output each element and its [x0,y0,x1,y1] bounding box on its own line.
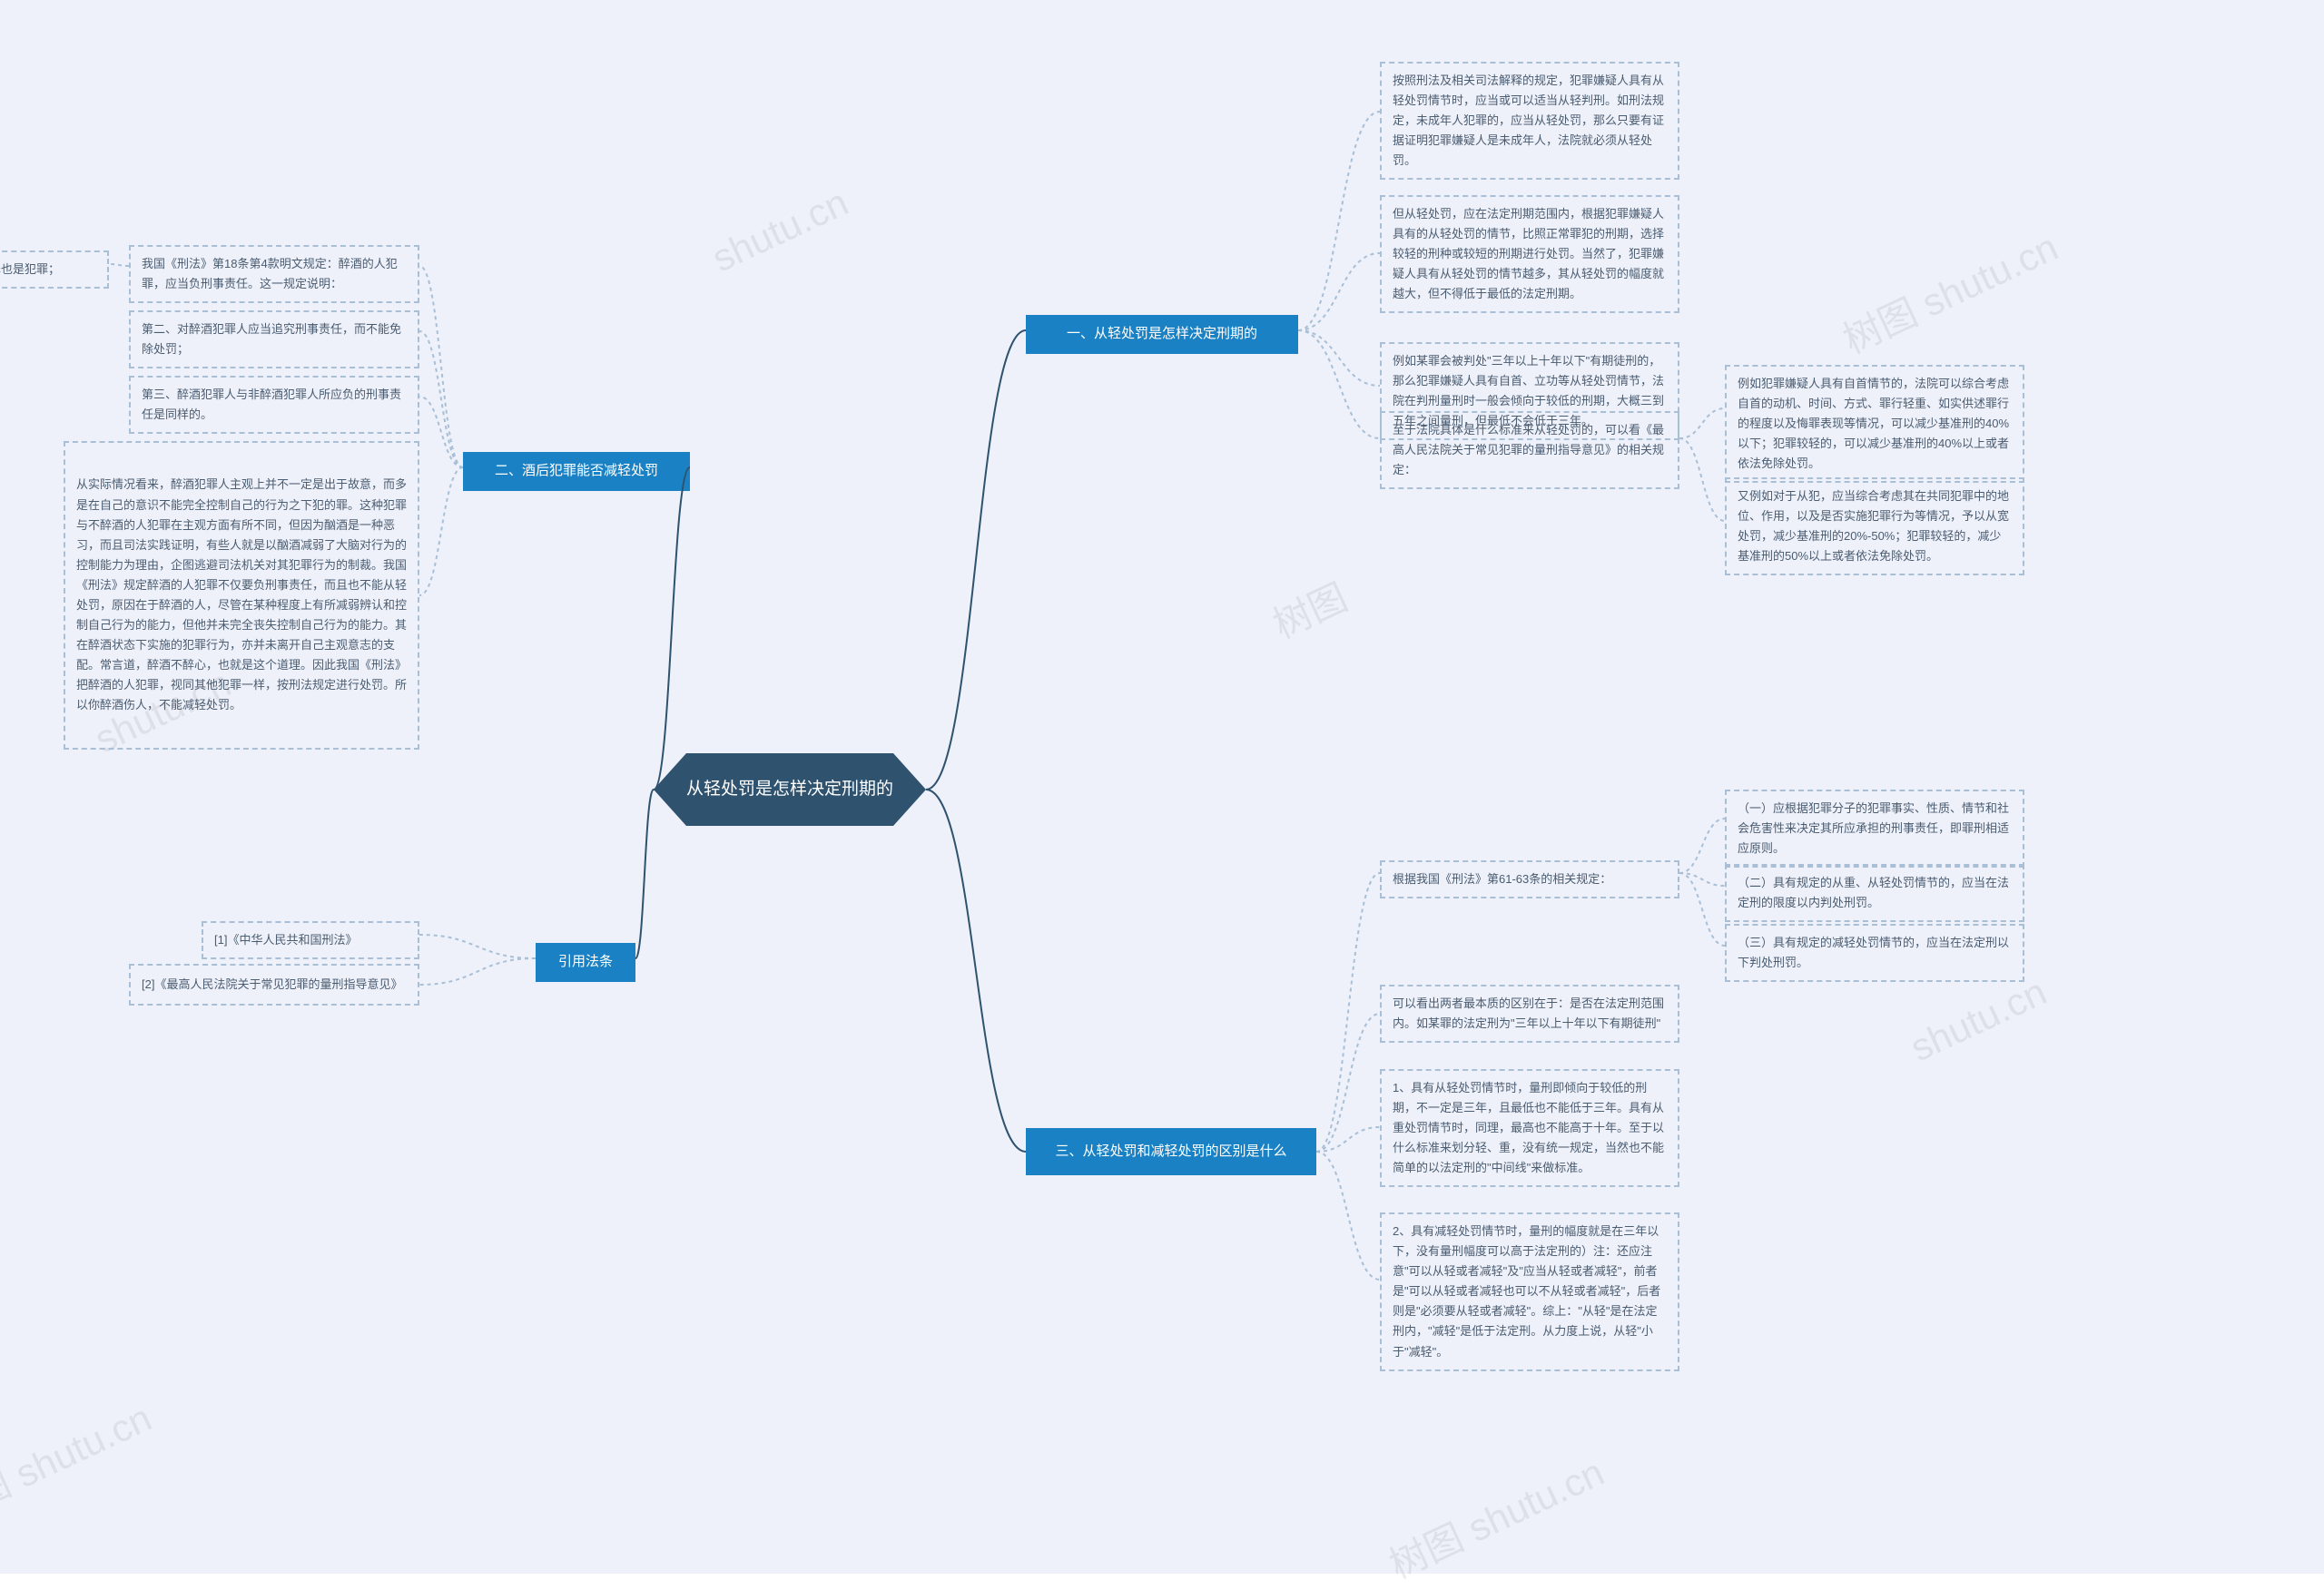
sub-branch-node: 根据我国《刑法》第61-63条的相关规定： [1380,860,1679,898]
leaf-node: 按照刑法及相关司法解释的规定，犯罪嫌疑人具有从轻处罚情节时，应当或可以适当从轻判… [1380,62,1679,180]
watermark: 树图 shutu.cn [1833,217,2065,365]
leaf-node: （二）具有规定的从重、从轻处罚情节的，应当在法定刑的限度以内判处刑罚。 [1725,864,2024,922]
mindmap-canvas: 树图 shutu.cnshutu.cn树图树图 shutu.cn树图 shutu… [0,0,2324,1574]
leaf-node: 2、具有减轻处罚情节时，量刑的幅度就是在三年以下，没有量刑幅度可以高于法定刑的）… [1380,1212,1679,1371]
leaf-node: 但从轻处罚，应在法定刑期范围内，根据犯罪嫌疑人具有的从轻处罚的情节，比照正常罪犯… [1380,195,1679,313]
branch-node: 引用法条 [536,943,635,982]
watermark: 树图 shutu.cn [0,1388,159,1536]
leaf-node: 可以看出两者最本质的区别在于：是否在法定刑范围内。如某罪的法定刑为"三年以上十年… [1380,985,1679,1043]
leaf-node: 第一，醉酒的人犯罪也是犯罪； [0,250,109,289]
branch-node: 三、从轻处罚和减轻处罚的区别是什么 [1026,1128,1316,1175]
watermark: 树图 [1263,567,1355,650]
leaf-node: [1]《中华人民共和国刑法》 [202,921,419,959]
branch-node: 一、从轻处罚是怎样决定刑期的 [1026,315,1298,354]
connectors [0,0,2324,1574]
leaf-node: （三）具有规定的减轻处罚情节的，应当在法定刑以下判处刑罚。 [1725,924,2024,982]
leaf-node: [2]《最高人民法院关于常见犯罪的量刑指导意见》 [129,964,419,1006]
leaf-node: 第二、对醉酒犯罪人应当追究刑事责任，而不能免除处罚； [129,310,419,368]
leaf-node: 例如某罪会被判处"三年以上十年以下"有期徒刑的，那么犯罪嫌疑人具有自首、立功等从… [1380,342,1679,440]
leaf-node: （一）应根据犯罪分子的犯罪事实、性质、情节和社会危害性来决定其所应承担的刑事责任… [1725,790,2024,868]
leaf-node: 又例如对于从犯，应当综合考虑其在共同犯罪中的地位、作用，以及是否实施犯罪行为等情… [1725,477,2024,575]
watermark: 树图 shutu.cn [1379,1442,1611,1590]
leaf-node: 我国《刑法》第18条第4款明文规定：醉酒的人犯罪，应当负刑事责任。这一规定说明： [129,245,419,303]
watermark: shutu.cn [1904,970,2053,1071]
leaf-node: 例如犯罪嫌疑人具有自首情节的，法院可以综合考虑自首的动机、时间、方式、罪行轻重、… [1725,365,2024,483]
branch-node: 二、酒后犯罪能否减轻处罚 [463,452,690,491]
watermark: shutu.cn [705,181,854,281]
leaf-node: 第三、醉酒犯罪人与非醉酒犯罪人所应负的刑事责任是同样的。 [129,376,419,434]
leaf-node: 1、具有从轻处罚情节时，量刑即倾向于较低的刑期，不一定是三年，且最低也不能低于三… [1380,1069,1679,1187]
root-node: 从轻处罚是怎样决定刑期的 [654,753,926,826]
leaf-node: 从实际情况看来，醉酒犯罪人主观上并不一定是出于故意，而多是在自己的意识不能完全控… [64,441,419,750]
